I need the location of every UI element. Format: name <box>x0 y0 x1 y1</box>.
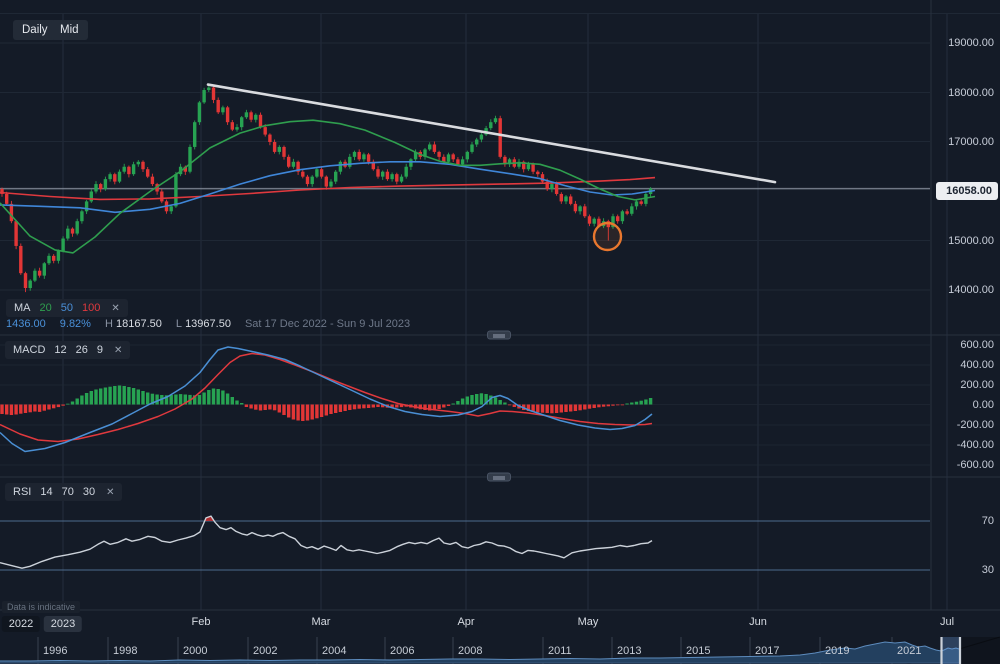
macd-axis-label: 200.00 <box>960 379 994 391</box>
time-axis-label[interactable]: May <box>577 616 599 628</box>
period-low: L 13967.50 <box>175 318 231 330</box>
rsi-axis-label: 30 <box>981 564 994 576</box>
macd-signal-param[interactable]: 9 <box>96 344 104 356</box>
change-percent: 9.82% <box>59 318 91 330</box>
ohlc-info-row: 1436.00 9.82% H 18167.50 L 13967.50 Sat … <box>6 318 410 330</box>
minimap-year-label: 2000 <box>183 645 208 657</box>
close-icon[interactable]: ✕ <box>114 344 123 356</box>
minimap-year-label: 2015 <box>686 645 711 657</box>
ma50-param[interactable]: 50 <box>60 302 73 314</box>
minimap-right-handle[interactable] <box>958 637 962 664</box>
ma-legend-title: MA <box>14 302 31 314</box>
macd-slow-param[interactable]: 26 <box>75 344 88 356</box>
minimap-selection[interactable] <box>941 637 961 664</box>
rsi-legend-title: RSI <box>13 486 32 498</box>
minimap-year-label: 2017 <box>755 645 780 657</box>
time-axis-label[interactable]: Feb <box>191 616 211 628</box>
minimap-year-label: 1998 <box>113 645 138 657</box>
macd-axis-label: 600.00 <box>960 339 994 351</box>
price-axis-label: 18000.00 <box>948 86 994 99</box>
visible-date-range: Sat 17 Dec 2022 - Sun 9 Jul 2023 <box>244 318 411 330</box>
rsi-axis-label: 70 <box>981 515 994 527</box>
macd-legend[interactable]: MACD 12 26 9 ✕ <box>5 341 131 359</box>
time-axis-label[interactable]: Apr <box>457 616 475 628</box>
ma100-param[interactable]: 100 <box>82 302 101 314</box>
price-axis-label: 19000.00 <box>948 37 994 49</box>
price-pane-chart[interactable] <box>0 0 930 335</box>
annotation-circle <box>592 221 623 252</box>
minimap-year-label: 2006 <box>390 645 415 657</box>
minimap-left-handle[interactable] <box>940 637 943 664</box>
macd-fast-param[interactable]: 12 <box>54 344 67 356</box>
rsi-oversold-param[interactable]: 30 <box>82 486 96 498</box>
time-axis-label[interactable]: Jun <box>749 616 767 628</box>
rsi-period-param[interactable]: 14 <box>40 486 53 498</box>
time-axis-label[interactable]: 2022 <box>1 616 41 632</box>
minimap-year-label: 2021 <box>897 645 922 657</box>
price-axis-label: 17000.00 <box>948 135 994 148</box>
macd-axis-label: -400.00 <box>956 439 994 451</box>
macd-legend-title: MACD <box>13 344 46 356</box>
time-axis-label[interactable]: 2023 <box>43 616 83 632</box>
macd-axis-label: 400.00 <box>960 359 994 371</box>
close-icon[interactable]: ✕ <box>111 302 120 314</box>
pane-resize-handle[interactable] <box>487 472 511 482</box>
mid-interval-button[interactable]: Mid <box>51 20 88 40</box>
minimap-scrollbar[interactable] <box>0 637 1000 664</box>
minimap-year-label: 1996 <box>43 645 68 657</box>
rsi-pane-chart[interactable] <box>0 477 930 610</box>
minimap-year-label: 2004 <box>322 645 347 657</box>
period-high: H 18167.50 <box>104 318 162 330</box>
minimap-year-label: 2011 <box>548 645 572 657</box>
rsi-overbought-param[interactable]: 70 <box>61 486 74 498</box>
ma-legend[interactable]: MA 20 50 100 ✕ <box>6 299 128 317</box>
change-value: 1436.00 <box>6 318 46 330</box>
pane-resize-handle[interactable] <box>487 330 511 340</box>
daily-interval-button[interactable]: Daily <box>13 20 57 40</box>
macd-axis-label: -200.00 <box>956 419 994 431</box>
rsi-legend[interactable]: RSI 14 70 30 ✕ <box>5 483 123 501</box>
minimap-year-label: 2013 <box>617 645 642 657</box>
macd-axis-label: 0.00 <box>972 398 994 411</box>
close-icon[interactable]: ✕ <box>106 486 115 498</box>
price-axis-label: 15000.00 <box>948 234 994 247</box>
time-axis-label[interactable]: Jul <box>939 616 955 628</box>
ma20-param[interactable]: 20 <box>39 302 52 314</box>
minimap-year-label: 2019 <box>825 645 850 657</box>
minimap-year-label: 2002 <box>253 645 278 657</box>
minimap-year-label: 2008 <box>458 645 483 657</box>
macd-axis-label: -600.00 <box>956 459 994 471</box>
price-axis-label: 14000.00 <box>948 284 994 296</box>
current-price-tag: 16058.00 <box>936 181 998 200</box>
macd-pane-chart[interactable] <box>0 335 930 477</box>
time-axis-label[interactable]: Mar <box>311 616 331 628</box>
data-indicative-note: Data is indicative <box>2 601 81 613</box>
